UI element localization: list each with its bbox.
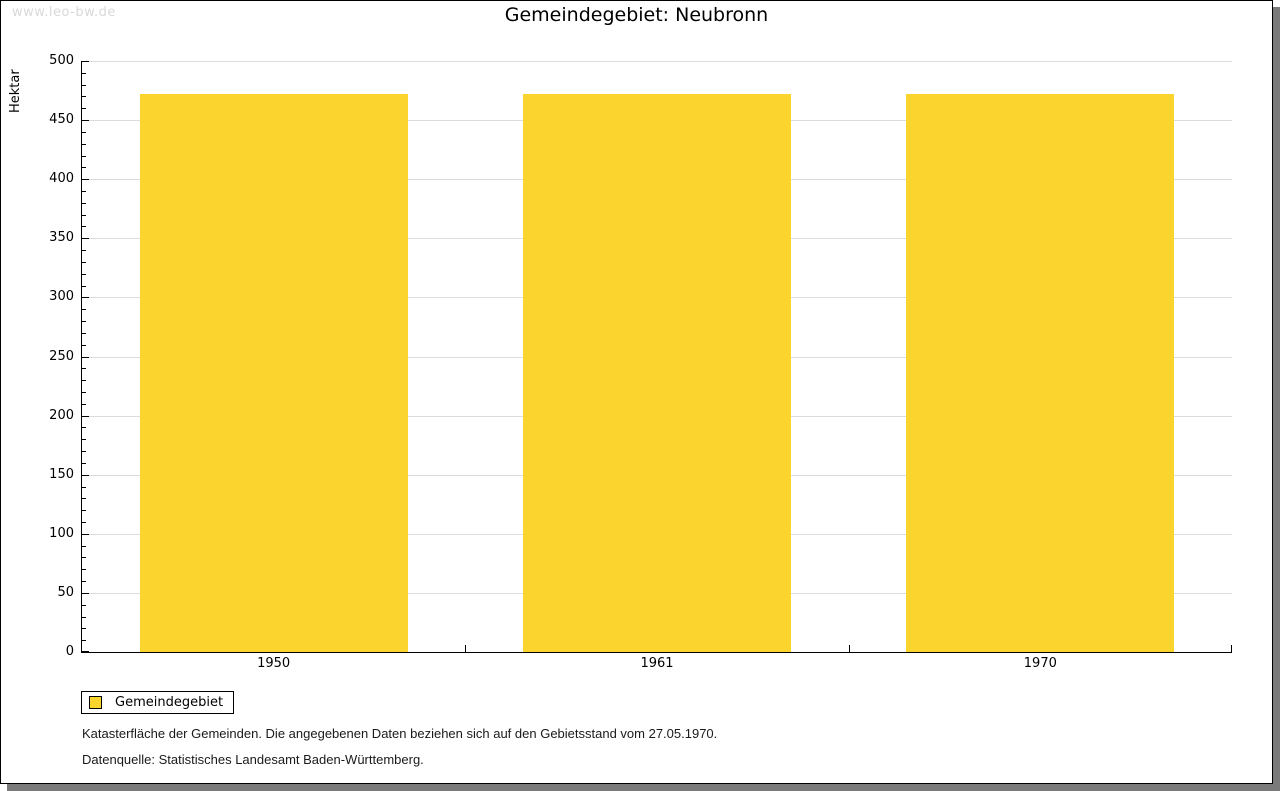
y-minor-tick [82, 261, 86, 263]
y-minor-tick [82, 391, 86, 393]
y-minor-tick [82, 462, 86, 464]
x-tick-label: 1970 [1023, 656, 1057, 671]
y-minor-tick [82, 143, 86, 145]
y-major-tick [82, 61, 89, 62]
bar-1950 [139, 94, 408, 652]
y-major-tick [82, 592, 89, 594]
y-major-tick [82, 297, 89, 299]
y-tick-label: 400 [49, 171, 74, 187]
y-minor-tick [82, 285, 86, 287]
legend: Gemeindegebiet [81, 691, 234, 714]
bar-1970 [906, 94, 1175, 652]
bar-1961 [522, 94, 792, 652]
y-tick-label: 200 [49, 407, 74, 423]
y-minor-tick [82, 191, 86, 193]
y-minor-tick [82, 96, 86, 98]
y-major-tick [82, 179, 89, 181]
y-minor-tick [82, 427, 86, 429]
y-minor-tick [82, 155, 86, 157]
x-tick-label: 1950 [257, 656, 291, 671]
y-major-tick [82, 415, 89, 417]
y-tick-label: 300 [49, 289, 74, 305]
y-minor-tick [82, 214, 86, 216]
y-minor-tick [82, 202, 86, 204]
y-minor-tick [82, 72, 86, 74]
y-minor-tick [82, 545, 86, 547]
y-minor-tick [82, 344, 86, 346]
y-minor-tick [82, 628, 86, 630]
y-minor-tick [82, 368, 86, 370]
y-minor-tick [82, 521, 86, 523]
y-major-tick [82, 356, 89, 358]
y-major-tick [82, 120, 89, 122]
y-minor-tick [82, 616, 86, 618]
x-boundary-tick [848, 645, 850, 652]
legend-swatch [89, 696, 102, 709]
chart-title: Gemeindegebiet: Neubronn [504, 4, 769, 26]
y-axis-label: Hektar [8, 69, 23, 113]
y-tick-label: 50 [57, 584, 74, 600]
y-tick-label: 350 [49, 230, 74, 246]
y-minor-tick [82, 486, 86, 488]
plot-area: 0 50 100 150 200 250 300 350 400 450 500 1950 1961 19… [49, 53, 1232, 671]
x-tick-label: 1961 [640, 656, 674, 671]
y-minor-tick [82, 380, 86, 382]
y-minor-tick [82, 510, 86, 512]
y-tick-label: 150 [49, 466, 74, 482]
y-major-tick [82, 533, 89, 535]
y-minor-tick [82, 332, 86, 334]
y-tick-label: 250 [49, 348, 74, 364]
watermark: www.leo-bw.de [12, 5, 116, 20]
y-tick-label: 500 [49, 53, 74, 68]
y-minor-tick [82, 439, 86, 441]
y-minor-tick [82, 250, 86, 252]
y-minor-tick [82, 604, 86, 606]
y-minor-tick [82, 581, 86, 583]
y-tick-label: 100 [49, 525, 74, 541]
y-minor-tick [82, 309, 86, 311]
y-minor-tick [82, 273, 86, 275]
y-minor-tick [82, 569, 86, 571]
legend-label: Gemeindegebiet [115, 695, 224, 710]
y-minor-tick [82, 108, 86, 110]
y-minor-tick [82, 498, 86, 500]
y-tick-label: 450 [49, 112, 74, 128]
y-major-tick [82, 651, 89, 652]
footnote-source: Datenquelle: Statistisches Landesamt Bad… [82, 752, 424, 767]
y-minor-tick [82, 451, 86, 453]
y-minor-tick [82, 226, 86, 228]
x-axis-end-tick [1231, 645, 1232, 652]
y-tick-label: 0 [65, 644, 74, 659]
y-minor-tick [82, 403, 86, 405]
y-minor-tick [82, 84, 86, 86]
y-minor-tick [82, 131, 86, 133]
y-major-tick [82, 238, 89, 240]
x-boundary-tick [465, 645, 467, 652]
y-major-tick [82, 474, 89, 476]
gridline [83, 61, 1232, 62]
footnote-description: Katasterfläche der Gemeinden. Die angege… [82, 726, 718, 741]
y-minor-tick [82, 640, 86, 642]
y-minor-tick [82, 321, 86, 323]
y-minor-tick [82, 167, 86, 169]
y-minor-tick [82, 557, 86, 559]
